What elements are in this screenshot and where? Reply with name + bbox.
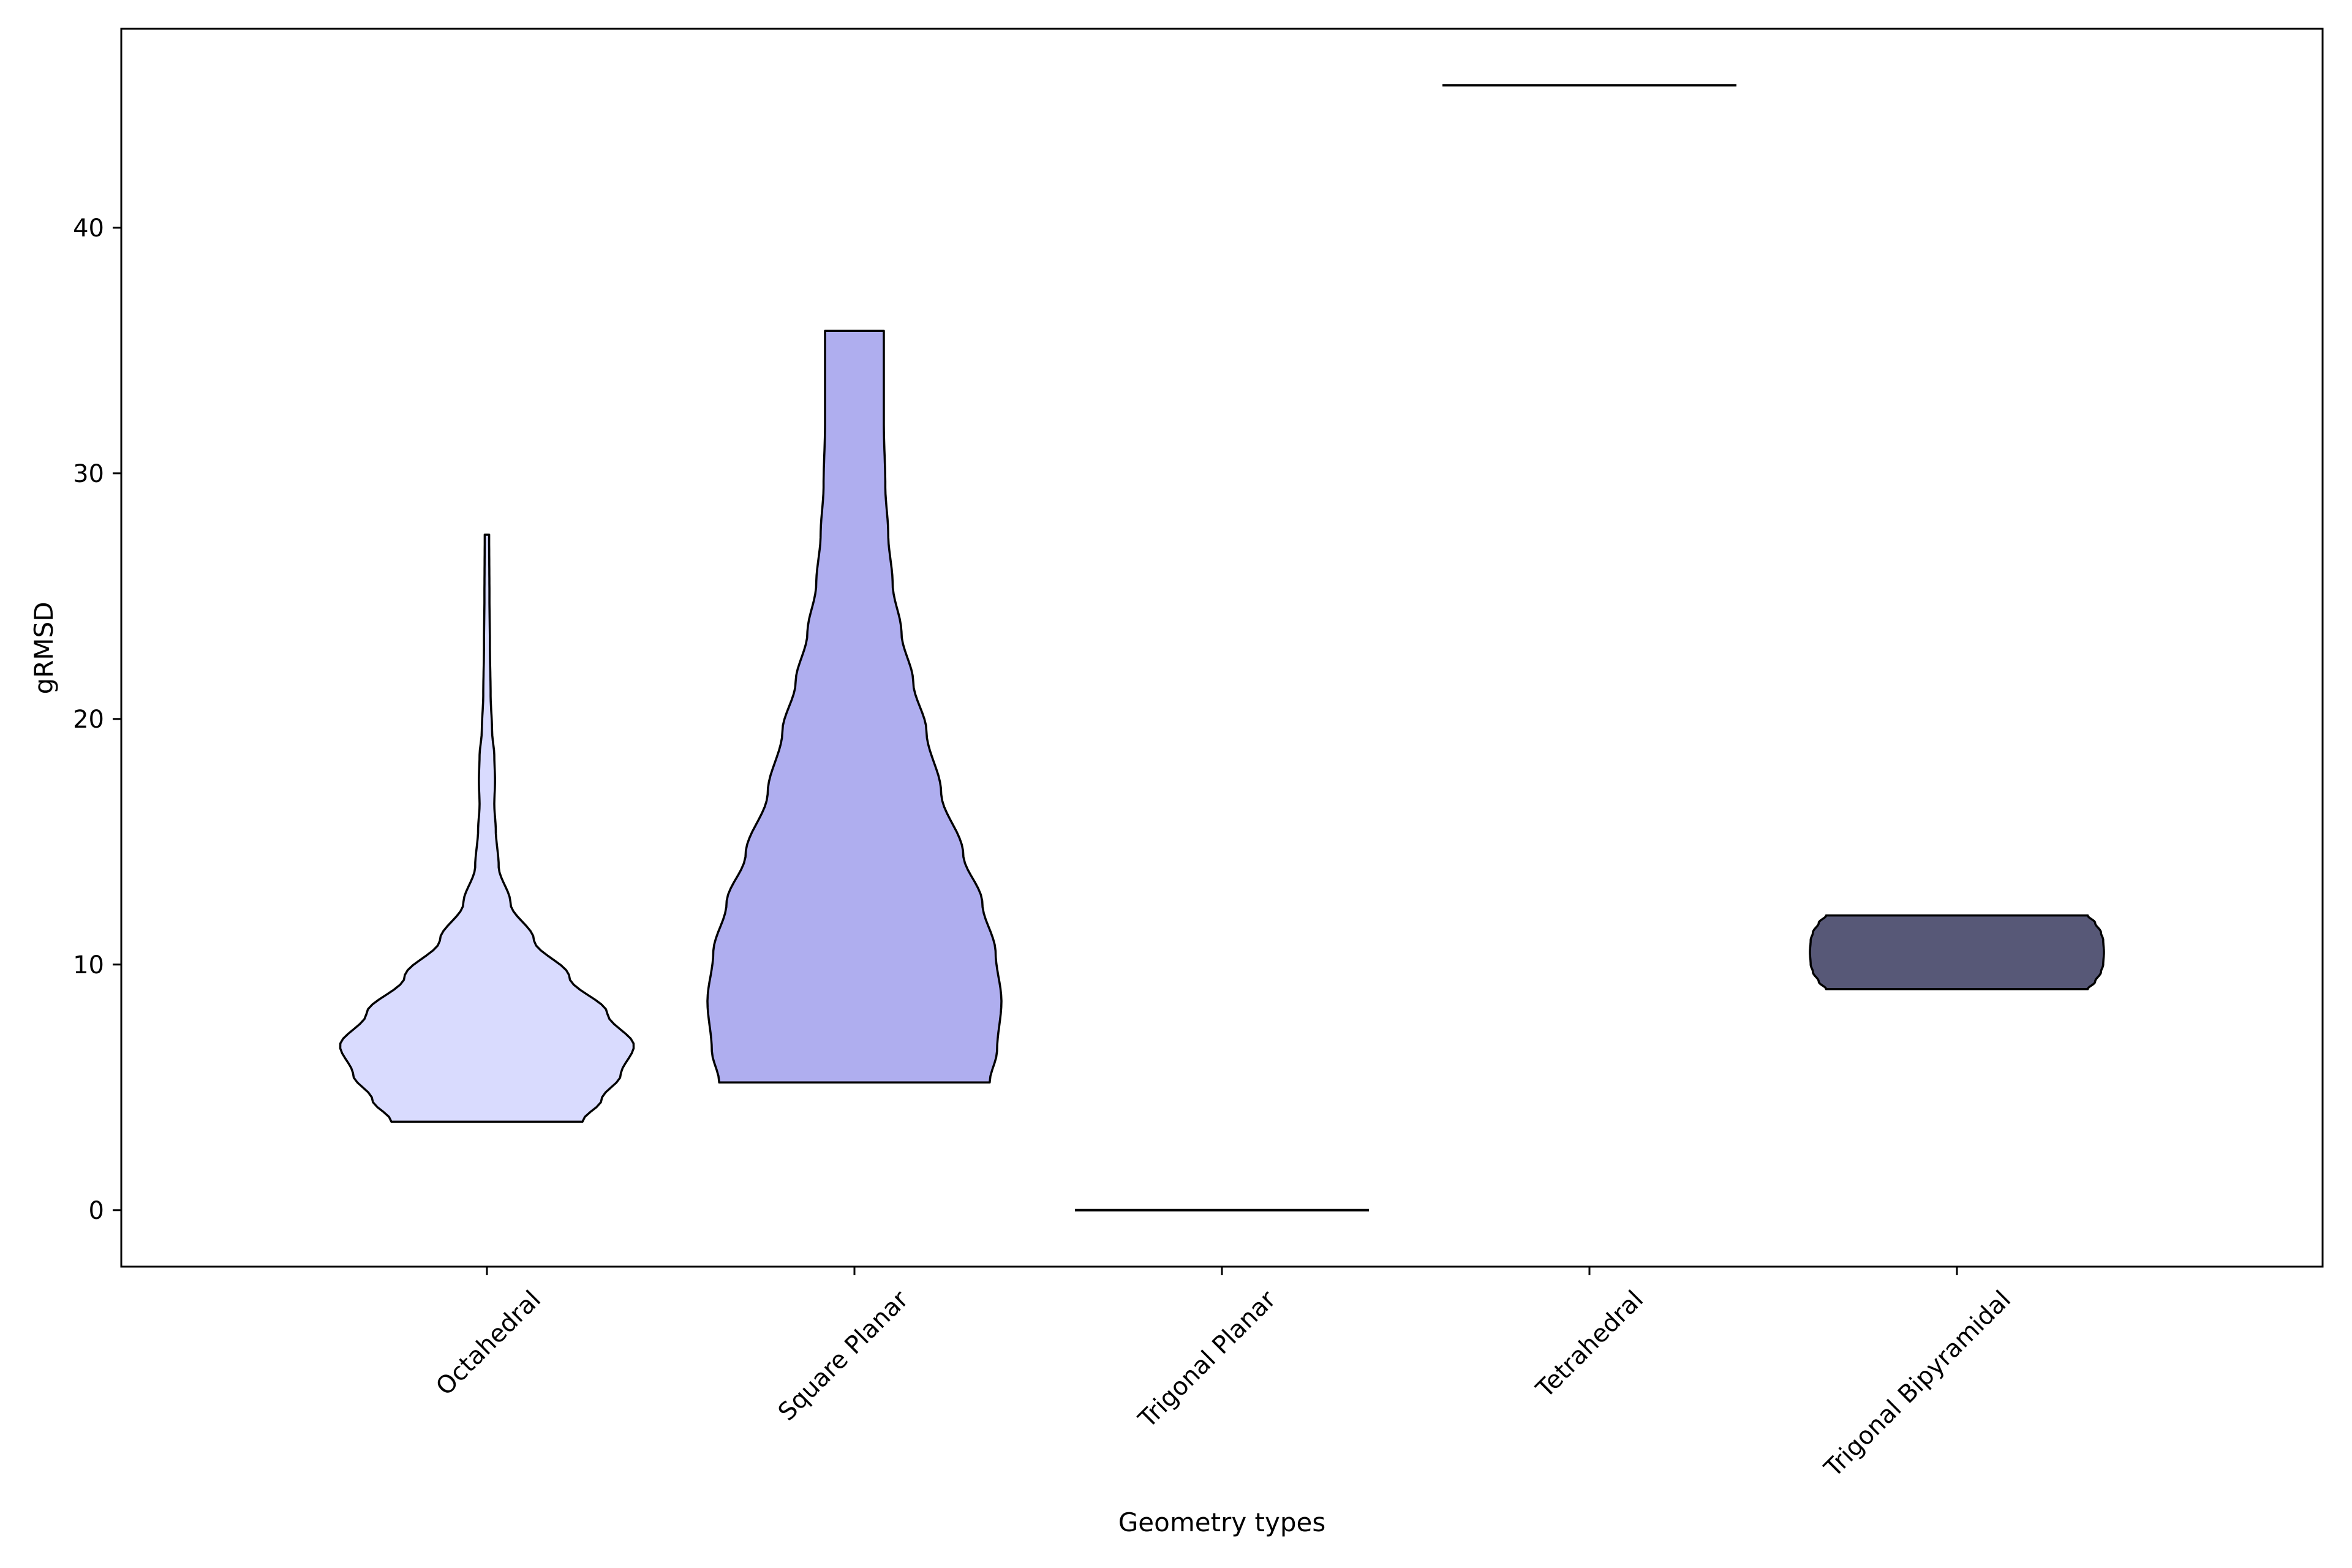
- y-tick-label: 40: [73, 214, 104, 243]
- y-axis: 0 10 20 30 40: [73, 214, 121, 1225]
- y-tick-label: 20: [73, 706, 104, 734]
- violin-layer: [339, 84, 2105, 1212]
- violin-square-planar: [706, 330, 1003, 1084]
- y-tick-label: 0: [89, 1197, 104, 1225]
- violin-trigonal-bipyramidal: [1809, 914, 2105, 990]
- y-tick-label: 10: [73, 951, 104, 979]
- x-axis-label: Geometry types: [1118, 1507, 1325, 1537]
- y-tick-label: 30: [73, 460, 104, 488]
- y-axis-label: gRMSD: [29, 601, 59, 694]
- violin-octahedral: [339, 533, 635, 1123]
